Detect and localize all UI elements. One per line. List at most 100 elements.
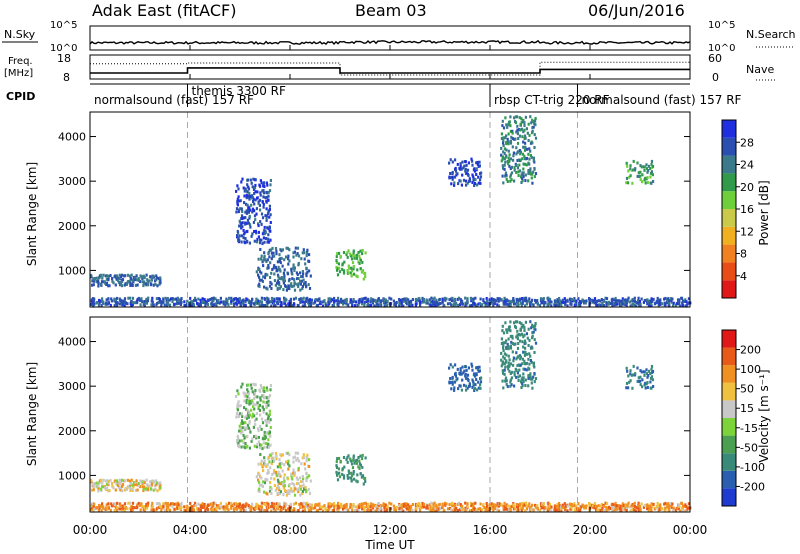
- power-echo-cell: [611, 301, 614, 304]
- velocity-echo-cell: [265, 501, 269, 505]
- velocity-echo-cell: [240, 422, 243, 425]
- velocity-echo-cell: [129, 486, 132, 490]
- velocity-echo-cell: [300, 480, 303, 484]
- velocity-echo-cell: [267, 502, 270, 506]
- power-echo-cell: [461, 173, 464, 177]
- velocity-echo-cell: [282, 476, 285, 480]
- power-echo-cell: [463, 164, 466, 168]
- power-echo-cell: [280, 256, 283, 260]
- velocity-echo-cell: [243, 394, 246, 398]
- power-echo-cell: [639, 178, 642, 182]
- velocity-echo-cell: [501, 369, 504, 373]
- velocity-echo-cell: [283, 504, 286, 508]
- velocity-echo-cell: [534, 322, 537, 325]
- power-echo-cell: [151, 300, 154, 304]
- power-echo-cell: [259, 179, 262, 183]
- velocity-echo-cell: [527, 327, 530, 331]
- power-echo-cell: [248, 197, 251, 201]
- velocity-echo-cell: [273, 504, 276, 508]
- power-echo-cell: [361, 302, 364, 306]
- velocity-echo-cell: [242, 503, 245, 507]
- power-echo-cell: [676, 302, 679, 306]
- velocity-echo-cell: [372, 503, 375, 507]
- velocity-echo-cell: [206, 503, 209, 507]
- power-echo-cell: [336, 252, 339, 256]
- power-echo-cell: [248, 216, 251, 220]
- velocity-echo-cell: [646, 386, 649, 389]
- power-echo-cell: [585, 299, 588, 303]
- power-echo-cell: [259, 184, 262, 188]
- power-echo-cell: [395, 301, 398, 304]
- power-echo-cell: [306, 248, 309, 252]
- velocity-echo-cell: [547, 501, 550, 505]
- scale-swatch: [722, 120, 736, 138]
- velocity-echo-cell: [502, 349, 505, 352]
- power-echo-cell: [528, 157, 531, 161]
- velocity-echo-cell: [91, 488, 94, 492]
- power-echo-cell: [451, 296, 454, 300]
- velocity-echo-cell: [286, 451, 289, 455]
- velocity-echo-cell: [260, 443, 263, 447]
- velocity-echo-cell: [668, 509, 671, 512]
- velocity-echo-cell: [282, 493, 285, 497]
- velocity-echo-cell: [240, 445, 243, 449]
- velocity-echo-cell: [134, 488, 137, 492]
- power-echo-cell: [641, 180, 644, 184]
- velocity-echo-cell: [474, 374, 477, 378]
- velocity-echo-cell: [475, 378, 478, 381]
- power-echo-cell: [246, 183, 249, 187]
- scale-tick-label: -15: [740, 422, 758, 435]
- velocity-echo-cell: [247, 415, 250, 419]
- velocity-echo-cell: [651, 504, 654, 508]
- power-echo-cell: [515, 170, 518, 174]
- velocity-echo-cell: [147, 486, 150, 490]
- power-echo-cell: [501, 174, 504, 178]
- power-echo-cell: [480, 171, 483, 175]
- velocity-echo-cell: [97, 508, 100, 512]
- velocity-echo-cell: [585, 504, 588, 508]
- velocity-echo-cell: [159, 481, 162, 485]
- velocity-echo-cell: [519, 327, 522, 331]
- velocity-echo-cell: [456, 502, 459, 506]
- power-echo-cell: [459, 301, 462, 305]
- velocity-echo-cell: [611, 508, 614, 512]
- power-echo-cell: [265, 181, 268, 185]
- velocity-echo-cell: [504, 376, 508, 380]
- power-echo-cell: [505, 134, 508, 138]
- power-echo-cell: [523, 121, 526, 125]
- power-ylabel: Slant Range [km]: [25, 162, 39, 266]
- power-echo-cell: [504, 160, 507, 164]
- power-echo-cell: [650, 302, 653, 306]
- velocity-echo-cell: [574, 506, 577, 510]
- velocity-echo-cell: [651, 369, 655, 373]
- power-echo-cell: [500, 298, 503, 302]
- velocity-echo-cell: [353, 461, 356, 465]
- velocity-echo-cell: [364, 476, 367, 480]
- velocity-echo-cell: [266, 445, 269, 449]
- velocity-echo-cell: [263, 386, 266, 390]
- velocity-echo-cell: [265, 396, 268, 400]
- velocity-echo-cell: [184, 508, 187, 512]
- velocity-echo-cell: [547, 509, 550, 513]
- velocity-echo-cell: [625, 381, 629, 385]
- power-echo-cell: [307, 283, 310, 287]
- velocity-echo-cell: [245, 416, 249, 420]
- velocity-echo-cell: [609, 507, 612, 510]
- velocity-echo-cell: [236, 439, 239, 442]
- velocity-echo-cell: [258, 509, 261, 513]
- velocity-echo-cell: [327, 502, 330, 506]
- power-echo-cell: [533, 175, 536, 179]
- power-echo-cell: [282, 271, 285, 275]
- power-echo-cell: [513, 116, 516, 120]
- velocity-echo-cell: [109, 479, 112, 482]
- power-echo-cell: [327, 297, 330, 301]
- power-echo-cell: [109, 303, 112, 307]
- velocity-echo-cell: [352, 454, 355, 458]
- power-echo-cell: [300, 279, 304, 283]
- velocity-echo-cell: [288, 464, 291, 468]
- velocity-echo-cell: [325, 508, 328, 512]
- velocity-echo-cell: [573, 502, 576, 506]
- velocity-echo-cell: [504, 365, 507, 369]
- velocity-echo-cell: [340, 502, 343, 506]
- velocity-echo-cell: [465, 384, 468, 388]
